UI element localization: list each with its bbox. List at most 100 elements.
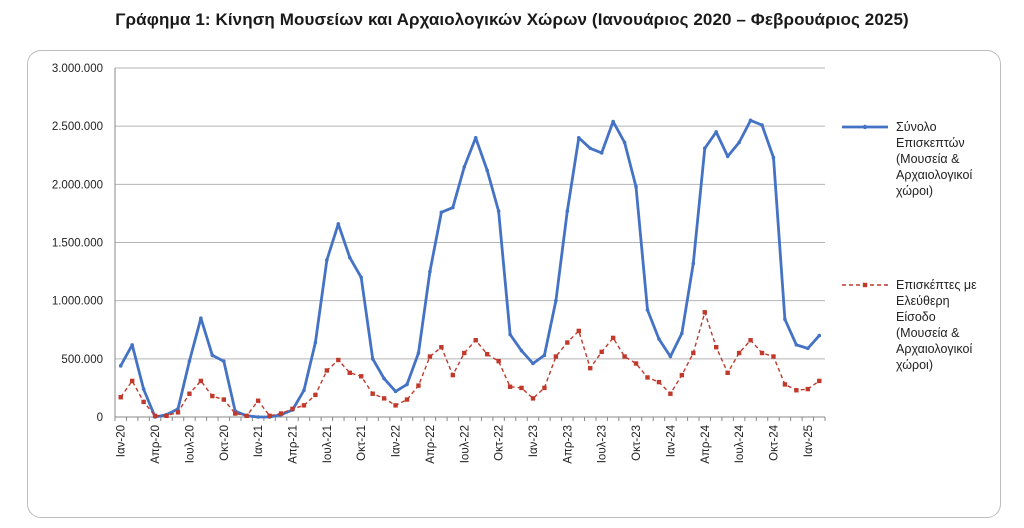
data-point	[221, 359, 226, 363]
x-tick-label: Οκτ-20	[219, 425, 231, 461]
x-tick-label: Ιουλ-24	[734, 424, 746, 463]
data-point	[198, 378, 204, 384]
data-point	[760, 123, 764, 127]
data-point	[691, 261, 696, 266]
data-point	[817, 333, 822, 338]
data-point	[702, 310, 707, 315]
legend-label-1: Αρχαιολογικοί	[896, 168, 972, 182]
x-tick-label: Οκτ-23	[631, 425, 643, 461]
data-point	[691, 350, 696, 356]
data-point	[484, 351, 490, 357]
data-point	[473, 136, 478, 140]
x-tick-label: Απρ-24	[700, 424, 712, 463]
data-point	[439, 345, 444, 350]
series-1	[118, 118, 822, 419]
data-point	[748, 118, 753, 123]
data-point	[210, 393, 215, 399]
legend-label-2: Επισκέπτες με	[896, 278, 977, 292]
data-point	[725, 154, 730, 159]
data-point	[267, 413, 272, 419]
data-point	[702, 146, 707, 151]
data-point	[736, 350, 742, 356]
x-tick-label: Ιουλ-20	[184, 425, 196, 463]
legend-label-2: Είσοδο	[896, 310, 936, 324]
data-point	[187, 391, 192, 396]
legend-label-1: χώροι)	[896, 184, 933, 198]
series-2	[118, 309, 822, 419]
data-point	[656, 379, 662, 385]
data-point	[118, 364, 123, 368]
legend-label-2: Ελεύθερη	[896, 294, 950, 308]
data-point	[553, 354, 559, 359]
data-point	[496, 209, 501, 213]
data-point	[485, 168, 489, 173]
y-tick-label: 500.000	[61, 354, 103, 366]
data-point	[313, 392, 318, 398]
legend-marker-1	[862, 124, 868, 130]
data-point	[359, 374, 364, 379]
data-point	[531, 361, 535, 366]
x-tick-label: Απρ-21	[288, 425, 300, 464]
data-point	[634, 184, 638, 189]
data-point	[805, 386, 811, 392]
data-point	[748, 338, 753, 343]
data-point	[599, 151, 604, 155]
data-point	[725, 370, 730, 375]
x-tick-label: Ιαν-22	[391, 425, 403, 457]
data-point	[473, 338, 478, 343]
y-axis: 0 500.000 1.000.000 1.500.000 2.000.000 2.500…	[52, 63, 116, 424]
data-point	[450, 372, 456, 378]
data-point	[256, 415, 260, 419]
data-point	[507, 384, 513, 389]
data-point	[462, 165, 467, 169]
legend-label-1: (Μουσεία &	[896, 152, 960, 166]
data-point	[714, 130, 719, 134]
data-point	[817, 378, 822, 384]
data-point	[530, 396, 536, 401]
data-point	[565, 340, 570, 345]
data-point	[439, 210, 444, 215]
data-point	[347, 255, 352, 260]
x-tick-label: Ιουλ-23	[597, 425, 609, 463]
data-point	[565, 209, 570, 213]
data-point	[496, 358, 501, 364]
data-point	[806, 346, 810, 351]
data-point	[588, 365, 593, 371]
data-point	[794, 343, 799, 347]
data-point	[129, 378, 135, 384]
chart-title: Γράφημα 1: Κίνηση Μουσείων και Αρχαιολογ…	[115, 10, 909, 29]
y-tick-label: 2.000.000	[52, 179, 103, 191]
x-tick-label: Ιαν-20	[116, 425, 128, 457]
data-point	[519, 385, 524, 391]
legend-label-2: Αρχαιολογικοί	[896, 342, 972, 356]
legend-label-2: χώροι)	[896, 358, 933, 372]
data-point	[416, 383, 421, 388]
data-point	[622, 354, 627, 359]
data-point	[118, 395, 123, 400]
data-point	[221, 397, 226, 402]
chart-frame	[27, 50, 1001, 518]
data-point	[393, 403, 398, 408]
data-point	[554, 298, 558, 303]
y-tick-label: 0	[97, 412, 103, 424]
data-point	[633, 361, 639, 366]
data-point	[336, 357, 341, 363]
data-point	[210, 353, 215, 358]
x-tick-label: Ιαν-23	[528, 425, 540, 457]
data-point	[347, 370, 352, 375]
x-axis: Ιαν-20 Απρ-20 Ιουλ-20 Οκτ-20 Ιαν-21 Απρ-21 Ιου…	[114, 417, 826, 464]
data-point	[657, 337, 661, 341]
data-point	[370, 357, 375, 361]
data-point	[462, 350, 467, 356]
data-point	[576, 136, 581, 140]
data-point	[405, 382, 409, 387]
data-point	[782, 382, 788, 387]
x-tick-label: Ιαν-24	[665, 424, 677, 457]
x-tick-label: Οκτ-24	[768, 424, 780, 460]
data-point	[152, 413, 158, 419]
x-tick-label: Απρ-22	[425, 425, 437, 464]
data-point	[302, 388, 306, 393]
data-point	[668, 391, 673, 396]
data-point	[313, 340, 318, 345]
